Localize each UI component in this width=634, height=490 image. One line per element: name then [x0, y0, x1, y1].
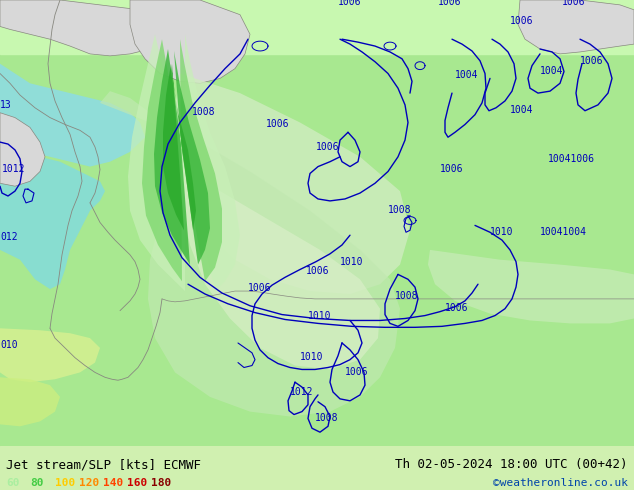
Polygon shape — [518, 0, 634, 54]
Text: 1012: 1012 — [2, 164, 25, 173]
Text: 10041004: 10041004 — [540, 227, 587, 237]
Text: 13: 13 — [0, 100, 12, 110]
Polygon shape — [0, 0, 105, 289]
Text: 1010: 1010 — [300, 352, 323, 362]
Polygon shape — [175, 74, 410, 294]
Text: 1004: 1004 — [540, 66, 564, 75]
Polygon shape — [0, 328, 100, 382]
Polygon shape — [0, 0, 145, 167]
Text: 1006: 1006 — [316, 142, 339, 152]
Text: Th 02-05-2024 18:00 UTC (00+42): Th 02-05-2024 18:00 UTC (00+42) — [395, 458, 628, 471]
Text: Jet stream/SLP [kts] ECMWF: Jet stream/SLP [kts] ECMWF — [6, 458, 202, 471]
Text: 1008: 1008 — [315, 414, 339, 423]
Text: 1006: 1006 — [562, 0, 586, 7]
Polygon shape — [0, 0, 170, 56]
Text: 1006: 1006 — [510, 17, 533, 26]
Polygon shape — [154, 49, 210, 265]
Text: 1008: 1008 — [192, 107, 216, 117]
Polygon shape — [0, 113, 45, 186]
Text: 160: 160 — [127, 478, 147, 488]
Text: 1006: 1006 — [445, 303, 469, 313]
Text: 1006: 1006 — [580, 56, 604, 66]
Text: 60: 60 — [6, 478, 20, 488]
Polygon shape — [128, 34, 240, 291]
Text: 1010: 1010 — [490, 227, 514, 237]
Text: 1006: 1006 — [266, 120, 290, 129]
Text: ©weatheronline.co.uk: ©weatheronline.co.uk — [493, 478, 628, 488]
Text: 1008: 1008 — [388, 205, 411, 215]
Text: 1006: 1006 — [438, 0, 462, 7]
Text: 1004: 1004 — [455, 71, 479, 80]
Text: 140: 140 — [103, 478, 123, 488]
Polygon shape — [142, 39, 222, 281]
Text: 012: 012 — [0, 232, 18, 242]
Text: 1008: 1008 — [395, 291, 418, 301]
Polygon shape — [163, 64, 196, 230]
Polygon shape — [130, 0, 250, 83]
Text: 120: 120 — [79, 478, 99, 488]
Text: 1010: 1010 — [340, 257, 363, 267]
Text: 80: 80 — [30, 478, 44, 488]
Bar — [0, 0, 634, 54]
Text: 10041006: 10041006 — [548, 154, 595, 164]
Text: 1006: 1006 — [440, 164, 463, 173]
Text: 1006: 1006 — [248, 283, 271, 293]
Text: 180: 180 — [151, 478, 171, 488]
Text: 010: 010 — [0, 340, 18, 350]
Polygon shape — [0, 377, 60, 426]
Polygon shape — [100, 91, 400, 416]
Text: 1004: 1004 — [510, 105, 533, 115]
Text: 1006: 1006 — [306, 267, 330, 276]
Text: 1012: 1012 — [290, 387, 313, 397]
Text: 1010: 1010 — [308, 311, 332, 320]
Text: 1006: 1006 — [345, 368, 368, 377]
Text: 1006: 1006 — [338, 0, 361, 7]
Text: 100: 100 — [55, 478, 75, 488]
Polygon shape — [428, 250, 634, 323]
Polygon shape — [180, 162, 380, 369]
